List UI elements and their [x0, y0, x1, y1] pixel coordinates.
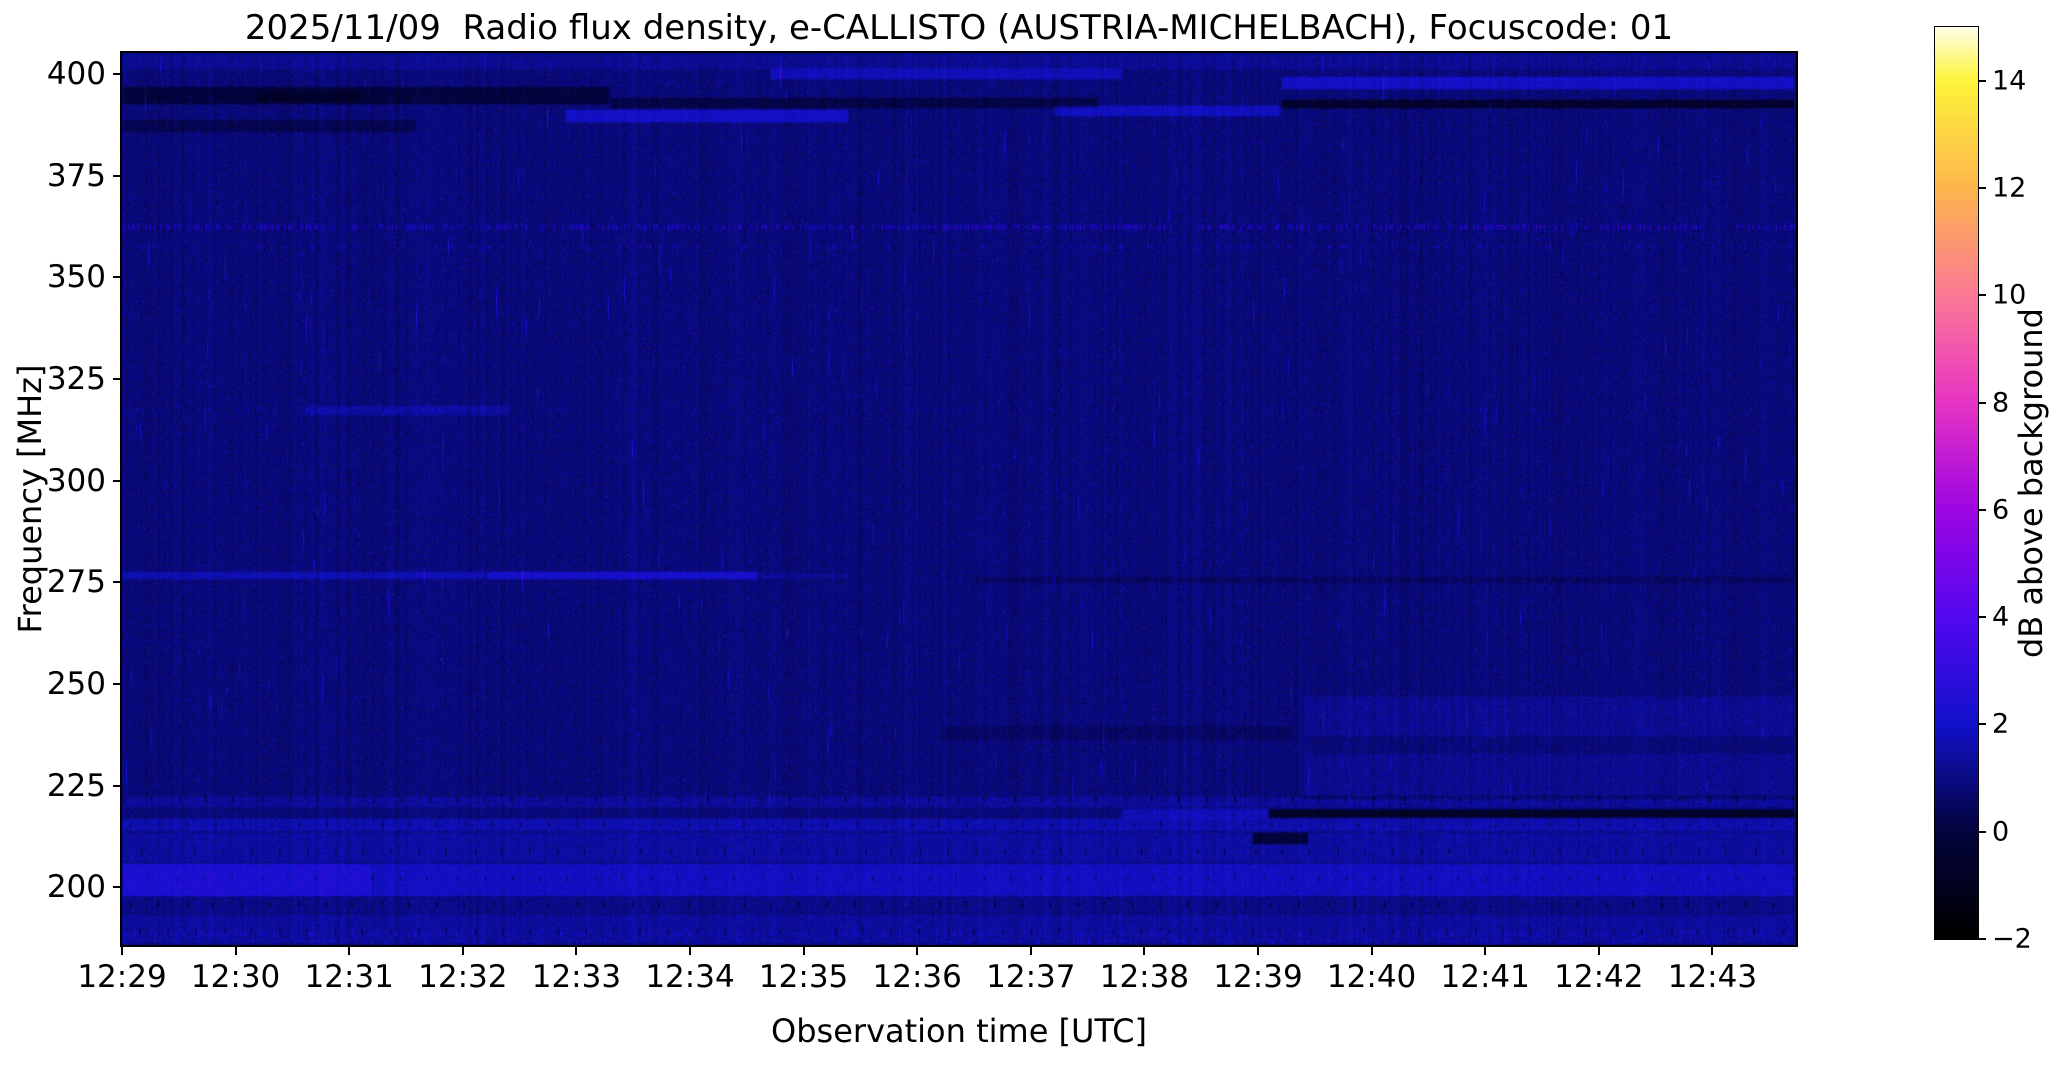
colorbar-tick-mark	[1979, 508, 1986, 511]
plot-title: 2025/11/09 Radio flux density, e-CALLIST…	[244, 8, 1674, 48]
x-tick-label: 12:29	[77, 959, 167, 995]
colorbar-tick-mark	[1979, 723, 1986, 726]
x-tick-label: 12:38	[1099, 959, 1190, 995]
colorbar-label: dB above background	[2012, 308, 2050, 658]
x-tick-mark	[916, 947, 919, 955]
x-tick-label: 12:31	[304, 959, 394, 995]
x-tick-mark	[1711, 947, 1714, 955]
colorbar-tick-label: 14	[1992, 65, 2027, 97]
colorbar-tick-label: −2	[1992, 923, 2032, 955]
y-tick-label: 275	[46, 564, 106, 601]
colorbar-tick-mark	[1979, 186, 1986, 189]
x-tick-label: 12:30	[190, 959, 281, 995]
x-axis-label: Observation time [UTC]	[771, 1012, 1147, 1050]
y-tick-mark	[113, 886, 121, 889]
y-tick-mark	[113, 682, 121, 685]
x-tick-label: 12:33	[531, 959, 622, 995]
y-tick-label: 225	[46, 767, 106, 804]
spectrogram-heatmap	[120, 51, 1798, 947]
y-tick-label: 250	[46, 665, 106, 702]
x-tick-label: 12:42	[1554, 959, 1644, 995]
x-tick-mark	[1370, 947, 1373, 955]
x-tick-label: 12:40	[1326, 959, 1417, 995]
colorbar-tick-label: 8	[1992, 387, 2010, 419]
y-tick-mark	[113, 276, 121, 279]
colorbar-tick-label: 12	[1992, 172, 2027, 204]
x-tick-mark	[1597, 947, 1600, 955]
y-tick-mark	[113, 581, 121, 584]
y-tick-label: 325	[46, 361, 106, 398]
x-tick-label: 12:36	[872, 959, 962, 995]
y-tick-mark	[113, 174, 121, 177]
y-tick-mark	[113, 784, 121, 787]
x-tick-mark	[1257, 947, 1259, 955]
y-tick-mark	[113, 73, 121, 76]
y-tick-label: 375	[46, 157, 106, 194]
x-tick-mark	[1143, 947, 1146, 955]
x-tick-label: 12:39	[1213, 959, 1303, 995]
y-tick-mark	[113, 378, 121, 381]
x-tick-mark	[234, 947, 237, 955]
colorbar	[1934, 26, 1979, 940]
colorbar-tick-label: 10	[1992, 279, 2027, 311]
y-tick-label: 350	[46, 259, 106, 296]
x-tick-label: 12:43	[1667, 959, 1758, 995]
x-tick-label: 12:34	[645, 959, 735, 995]
x-tick-mark	[348, 947, 351, 955]
x-tick-mark	[461, 947, 464, 955]
x-tick-label: 12:32	[418, 959, 508, 995]
y-tick-label: 200	[46, 869, 106, 906]
x-tick-mark	[1484, 947, 1487, 955]
x-tick-mark	[575, 947, 578, 955]
colorbar-tick-label: 6	[1992, 494, 2010, 526]
x-tick-mark	[802, 947, 805, 955]
x-tick-label: 12:35	[758, 959, 849, 995]
x-tick-label: 12:37	[986, 959, 1076, 995]
colorbar-tick-mark	[1979, 938, 1986, 940]
y-tick-label: 300	[46, 462, 106, 499]
colorbar-tick-label: 0	[1992, 816, 2010, 848]
colorbar-tick-mark	[1979, 79, 1986, 82]
x-tick-mark	[689, 947, 691, 955]
colorbar-tick-mark	[1979, 401, 1986, 404]
y-tick-mark	[113, 479, 121, 482]
colorbar-tick-label: 4	[1992, 601, 2010, 633]
colorbar-tick-label: 2	[1992, 708, 2010, 740]
x-tick-mark	[1029, 947, 1032, 955]
colorbar-tick-mark	[1979, 294, 1986, 297]
x-tick-label: 12:41	[1440, 959, 1530, 995]
colorbar-tick-mark	[1979, 830, 1986, 833]
y-tick-label: 400	[46, 56, 106, 93]
colorbar-tick-mark	[1979, 616, 1986, 619]
x-tick-mark	[121, 947, 123, 955]
